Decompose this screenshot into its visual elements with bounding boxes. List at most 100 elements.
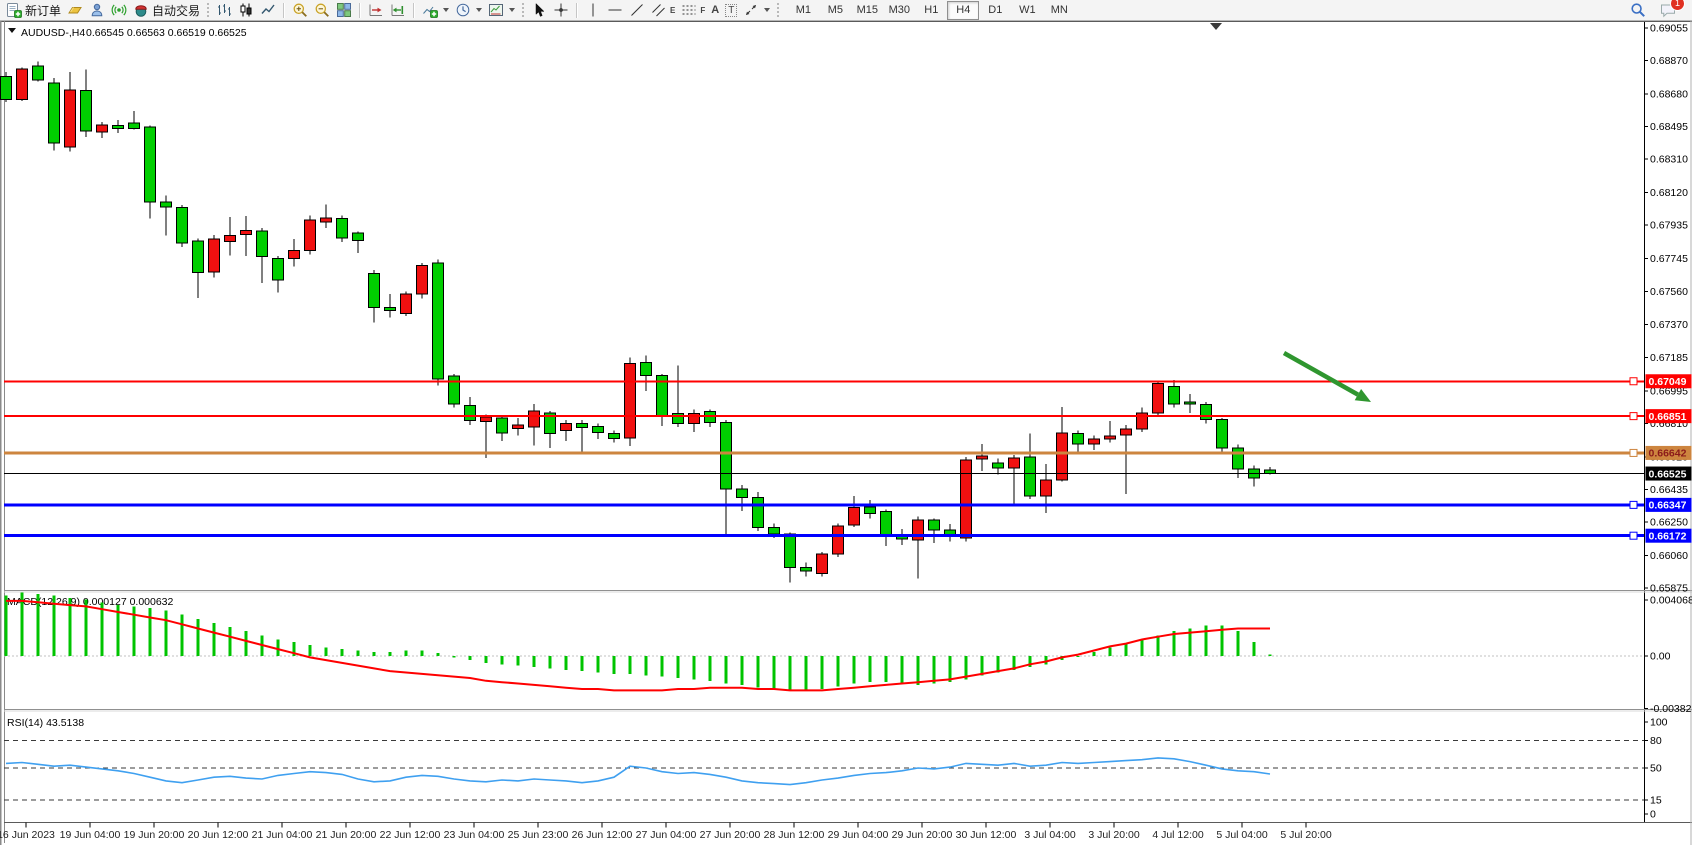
candle (208, 234, 220, 278)
text-label-tool-button[interactable]: T (722, 1, 740, 20)
symbol-menu-arrow[interactable] (8, 28, 16, 33)
macd-axis-label: 0.004068 (1650, 595, 1692, 607)
candle (928, 518, 940, 544)
templates-dropdown-caret (509, 8, 516, 12)
templates-button[interactable] (485, 1, 518, 20)
zoom-out-button[interactable] (311, 1, 333, 20)
timeframe-M1[interactable]: M1 (795, 4, 811, 16)
candle (432, 259, 444, 386)
search-button[interactable] (1627, 1, 1649, 20)
text-tool-button[interactable]: A (708, 1, 722, 20)
time-axis[interactable]: 16 Jun 2023 19 Jun 04:00 19 Jun 20:00 20 Ju… (0, 822, 1332, 842)
timeframe-M30[interactable]: M30 (888, 4, 911, 16)
trend-arrow[interactable] (1282, 351, 1360, 397)
level-tag (1645, 497, 1692, 512)
indicators-button[interactable] (419, 1, 452, 20)
candle (400, 291, 412, 316)
level-handle[interactable] (1629, 448, 1638, 457)
signals-button[interactable] (108, 1, 130, 20)
fibonacci-glyph: F (700, 5, 706, 15)
level-handle[interactable] (1629, 377, 1638, 386)
price-axis-label: 0.68680 (1650, 89, 1688, 101)
chart-shift-button[interactable] (387, 1, 409, 20)
template-icon (489, 4, 504, 16)
candle (0, 72, 12, 102)
rsi-axis-label: 80 (1650, 735, 1662, 747)
candle (1056, 406, 1068, 482)
fibonacci-tool-button[interactable]: F (678, 1, 708, 20)
arrows-tool-button[interactable] (740, 1, 773, 20)
price-axis-label: 0.68120 (1650, 187, 1688, 199)
timeframe-MN[interactable]: MN (1050, 4, 1068, 16)
timeframe-H1[interactable]: H1 (924, 4, 939, 16)
time-axis-label: 3 Jul 04:00 (1024, 829, 1076, 841)
line-chart-button[interactable] (257, 1, 279, 20)
candle (1120, 425, 1132, 494)
price-axis[interactable]: 0.69055 0.68870 0.68680 0.68495 0.68310 0.681… (1644, 23, 1688, 595)
equidistant-channel-icon (652, 4, 665, 17)
candle (320, 204, 332, 228)
periods-button[interactable] (452, 1, 485, 20)
candlestick-chart-button[interactable] (235, 1, 257, 20)
candle (576, 419, 588, 453)
new-order-label: 新订单 (25, 3, 62, 18)
candle (848, 495, 860, 528)
bar-chart-button[interactable] (213, 1, 235, 20)
candle (448, 374, 460, 408)
autotrading-label: 自动交易 (152, 3, 201, 18)
auto-scroll-button[interactable] (365, 1, 387, 20)
new-order-button[interactable]: 新订单 (3, 1, 64, 20)
candlestick-chart-icon (240, 3, 252, 17)
candle (128, 110, 140, 130)
level-handle[interactable] (1629, 412, 1638, 421)
price-axis-label: 0.67370 (1650, 319, 1688, 331)
notifications-button[interactable]: 1 (1657, 0, 1685, 20)
level-handle[interactable] (1629, 531, 1638, 540)
level-tag-text: 0.67049 (1649, 376, 1687, 388)
candle (528, 403, 540, 446)
zoom-in-button[interactable] (289, 1, 311, 20)
vertical-line-tool-button[interactable] (582, 1, 604, 20)
rsi-axis-label: 15 (1650, 795, 1662, 807)
deposit-button[interactable] (64, 1, 86, 20)
time-axis-label: 28 Jun 12:00 (764, 829, 825, 841)
time-axis-label: 21 Jun 04:00 (252, 829, 313, 841)
timeframe-M15[interactable]: M15 (856, 4, 879, 16)
toolbar-separator (283, 2, 286, 18)
candle (960, 456, 972, 542)
chart-shift-marker[interactable] (1210, 23, 1222, 30)
timeframe-H4[interactable]: H4 (947, 0, 980, 20)
timeframe-W1[interactable]: W1 (1019, 4, 1036, 16)
timeframe-M5[interactable]: M5 (827, 4, 843, 16)
horizontal-line-tool-button[interactable] (604, 1, 626, 20)
level-tag-text: 0.66851 (1649, 411, 1687, 423)
autotrading-button[interactable]: 自动交易 (130, 1, 203, 20)
candle (32, 61, 44, 82)
chart-title: AUDUSD-,H4 (21, 27, 85, 39)
time-axis-label: 25 Jun 23:00 (508, 829, 569, 841)
bid-tag-text: 0.66525 (1649, 468, 1687, 480)
candle (640, 355, 652, 391)
time-axis-label: 22 Jun 12:00 (380, 829, 441, 841)
chart-ohlc-values: 0.66545 0.66563 0.66519 0.66525 (86, 27, 247, 39)
time-axis-label: 29 Jun 20:00 (892, 829, 953, 841)
price-axis-label: 0.68495 (1650, 121, 1688, 133)
timeframe-D1[interactable]: D1 (988, 4, 1003, 16)
cursor-tool-button[interactable] (528, 1, 550, 20)
crosshair-tool-button[interactable] (550, 1, 572, 20)
panel-frames (0, 21, 1692, 845)
time-axis-label: 23 Jun 04:00 (444, 829, 505, 841)
profile-button[interactable] (86, 1, 108, 20)
candle (272, 256, 284, 293)
toolbar-grip (207, 3, 210, 17)
horizontal-line-icon (608, 9, 622, 11)
toolbar: 新订单 自动交易 (0, 0, 1692, 21)
channel-tool-button[interactable]: E (648, 1, 678, 20)
rsi-axis-label: 0 (1650, 809, 1656, 821)
rsi-axis-label: 100 (1650, 717, 1668, 729)
channel-glyph: E (670, 5, 676, 15)
level-handle[interactable] (1629, 500, 1638, 509)
tile-windows-button[interactable] (333, 1, 355, 20)
trendline-tool-button[interactable] (626, 1, 648, 20)
